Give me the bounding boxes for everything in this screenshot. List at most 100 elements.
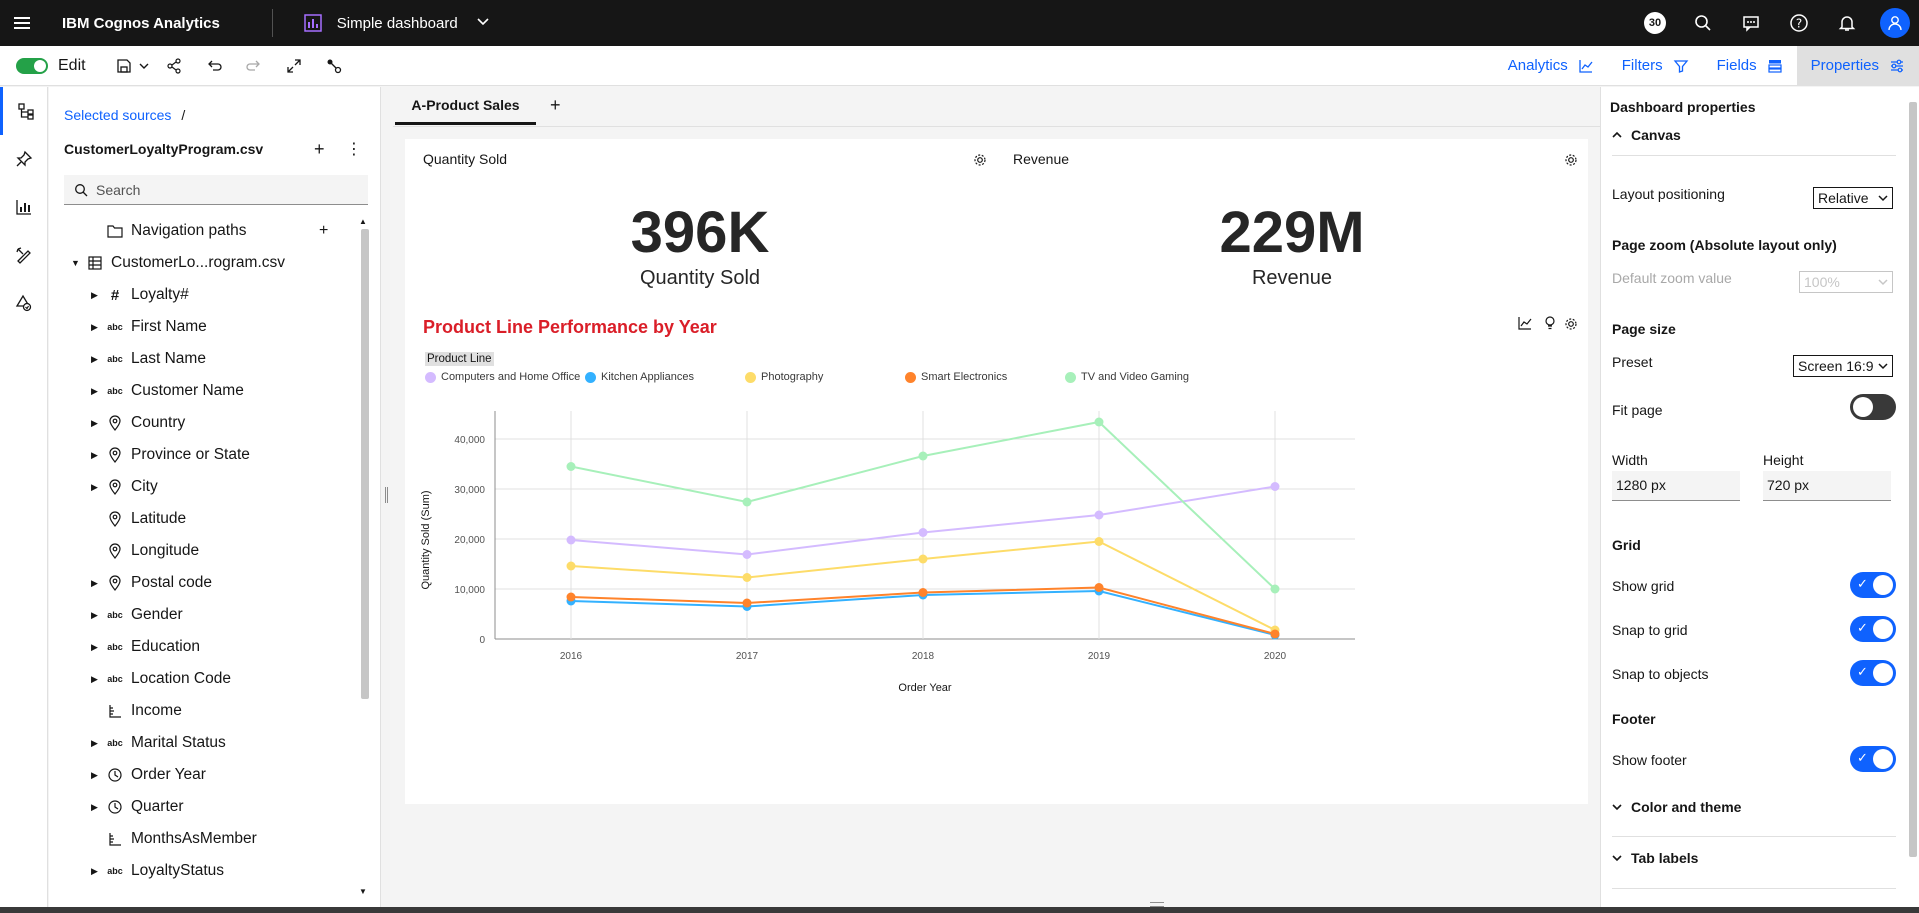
add-icon[interactable]: + (319, 222, 329, 239)
tree-item-field[interactable]: ▶ Country (49, 407, 361, 439)
collapsed-caret-icon[interactable]: ▶ (91, 673, 98, 684)
tree-item-field[interactable]: ▶ # Loyalty# (49, 279, 361, 311)
tree-item-field[interactable]: ▶ Order Year (49, 759, 361, 791)
tree-item-field[interactable]: ▶ abc Customer Name (49, 375, 361, 407)
snap-objects-toggle[interactable]: ✓ (1850, 660, 1896, 686)
tree-item-field[interactable]: ▶ abc Gender (49, 599, 361, 631)
chart-type-icon[interactable] (1517, 315, 1533, 336)
pin-connect-icon[interactable] (314, 46, 354, 86)
app-title[interactable]: IBM Cognos Analytics (62, 14, 220, 32)
tab-a-product-sales[interactable]: A-Product Sales (395, 87, 536, 125)
scrollbar-thumb[interactable] (361, 229, 369, 699)
edit-toggle[interactable] (16, 57, 48, 74)
tree-item-navigation-paths[interactable]: Navigation paths + (49, 215, 361, 247)
panel-splitter[interactable] (381, 87, 393, 907)
help-icon[interactable]: ? (1775, 0, 1823, 46)
collapsed-caret-icon[interactable]: ▶ (91, 417, 98, 428)
notification-count-badge[interactable]: 30 (1631, 0, 1679, 46)
legend-item[interactable]: TV and Video Gaming (1065, 371, 1189, 383)
legend-item[interactable]: Computers and Home Office (425, 371, 580, 383)
collapsed-caret-icon[interactable]: ▶ (91, 609, 98, 620)
tree-item-field[interactable]: ▶ Province or State (49, 439, 361, 471)
collapsed-caret-icon[interactable]: ▶ (91, 385, 98, 396)
legend-item[interactable]: Photography (745, 371, 823, 383)
tree-item-field[interactable]: ▶ abc Location Code (49, 663, 361, 695)
tree-item-table[interactable]: ▼ CustomerLo...rogram.csv (49, 247, 361, 279)
tree-item-field[interactable]: Longitude (49, 535, 361, 567)
section-color-theme[interactable]: Color and theme (1611, 799, 1741, 815)
overflow-menu-icon[interactable]: ⋮ (346, 141, 362, 158)
kpi-quantity-value: 396K (630, 200, 770, 265)
add-tab-icon[interactable]: + (550, 95, 561, 115)
collapsed-caret-icon[interactable]: ▶ (91, 289, 98, 300)
collapsed-caret-icon[interactable]: ▶ (91, 481, 98, 492)
chat-icon[interactable] (1727, 0, 1775, 46)
undo-icon[interactable] (194, 46, 234, 86)
show-grid-toggle[interactable]: ✓ (1850, 572, 1896, 598)
section-tab-labels[interactable]: Tab labels (1611, 850, 1698, 866)
tree-item-field[interactable]: MonthsAsMember (49, 823, 361, 855)
scroll-down-icon[interactable]: ▼ (359, 887, 367, 896)
height-input[interactable]: 720 px (1763, 471, 1891, 501)
legend-item[interactable]: Kitchen Appliances (585, 371, 694, 383)
tree-item-field[interactable]: ▶ abc First Name (49, 311, 361, 343)
collapsed-caret-icon[interactable]: ▶ (91, 321, 98, 332)
tab-analytics[interactable]: Analytics (1494, 46, 1608, 86)
data-sources-icon[interactable] (0, 87, 48, 135)
layout-positioning-select[interactable]: Relative (1813, 187, 1893, 209)
collapsed-caret-icon[interactable]: ▶ (91, 353, 98, 364)
tree-item-field[interactable]: Latitude (49, 503, 361, 535)
tree-item-field[interactable]: ▶ Quarter (49, 791, 361, 823)
design-tools-icon[interactable] (0, 231, 48, 279)
preset-select[interactable]: Screen 16:9 (1793, 355, 1893, 377)
tree-item-field[interactable]: ▶ abc Last Name (49, 343, 361, 375)
notification-bell-icon[interactable] (1823, 0, 1871, 46)
splitter-grip-icon[interactable] (385, 487, 388, 503)
hamburger-menu-icon[interactable] (0, 0, 44, 46)
collapsed-caret-icon[interactable]: ▶ (91, 737, 98, 748)
settings-gear-icon (1565, 318, 1577, 330)
show-footer-toggle[interactable]: ✓ (1850, 746, 1896, 772)
pin-icon[interactable] (0, 135, 48, 183)
section-canvas[interactable]: Canvas (1611, 127, 1681, 143)
save-menu-chevron-icon[interactable] (134, 46, 154, 86)
chevron-down-icon[interactable] (476, 14, 490, 33)
collapsed-caret-icon[interactable]: ▶ (91, 769, 98, 780)
resize-handle-icon[interactable] (1150, 902, 1164, 907)
legend-item[interactable]: Smart Electronics (905, 371, 1007, 383)
redo-icon[interactable] (234, 46, 274, 86)
collapsed-caret-icon[interactable]: ▶ (91, 865, 98, 876)
save-icon[interactable] (104, 46, 144, 86)
visualizations-icon[interactable] (0, 183, 48, 231)
tree-item-field[interactable]: Income (49, 695, 361, 727)
scrollbar-thumb[interactable] (1909, 102, 1917, 857)
insights-bulb-icon[interactable] (1542, 315, 1558, 336)
tree-item-field[interactable]: ▶ abc LoyaltyStatus (49, 855, 361, 887)
user-avatar[interactable] (1871, 0, 1919, 46)
search-input[interactable]: Search (64, 175, 368, 205)
layout-positioning-label: Layout positioning (1612, 186, 1725, 202)
fullscreen-icon[interactable] (274, 46, 314, 86)
snap-grid-toggle[interactable]: ✓ (1850, 616, 1896, 642)
collapsed-caret-icon[interactable]: ▶ (91, 641, 98, 652)
tree-item-field[interactable]: ▶ abc Education (49, 631, 361, 663)
data-point (742, 497, 752, 507)
assistant-icon[interactable] (0, 279, 48, 327)
expanded-caret-icon[interactable]: ▼ (71, 258, 80, 268)
width-input[interactable]: 1280 px (1612, 471, 1740, 501)
tree-item-field[interactable]: ▶ Postal code (49, 567, 361, 599)
search-icon[interactable] (1679, 0, 1727, 46)
collapsed-caret-icon[interactable]: ▶ (91, 801, 98, 812)
scroll-up-icon[interactable]: ▲ (359, 217, 367, 226)
fit-page-toggle[interactable] (1850, 394, 1896, 420)
collapsed-caret-icon[interactable]: ▶ (91, 449, 98, 460)
share-icon[interactable] (154, 46, 194, 86)
tab-properties[interactable]: Properties (1796, 45, 1919, 86)
collapsed-caret-icon[interactable]: ▶ (91, 577, 98, 588)
tab-filters[interactable]: Filters (1608, 46, 1703, 86)
tree-item-field[interactable]: ▶ City (49, 471, 361, 503)
tree-item-field[interactable]: ▶ abc Marital Status (49, 727, 361, 759)
add-icon[interactable]: + (314, 139, 325, 159)
breadcrumb-link[interactable]: Selected sources (64, 107, 172, 123)
tab-fields[interactable]: Fields (1703, 46, 1797, 86)
